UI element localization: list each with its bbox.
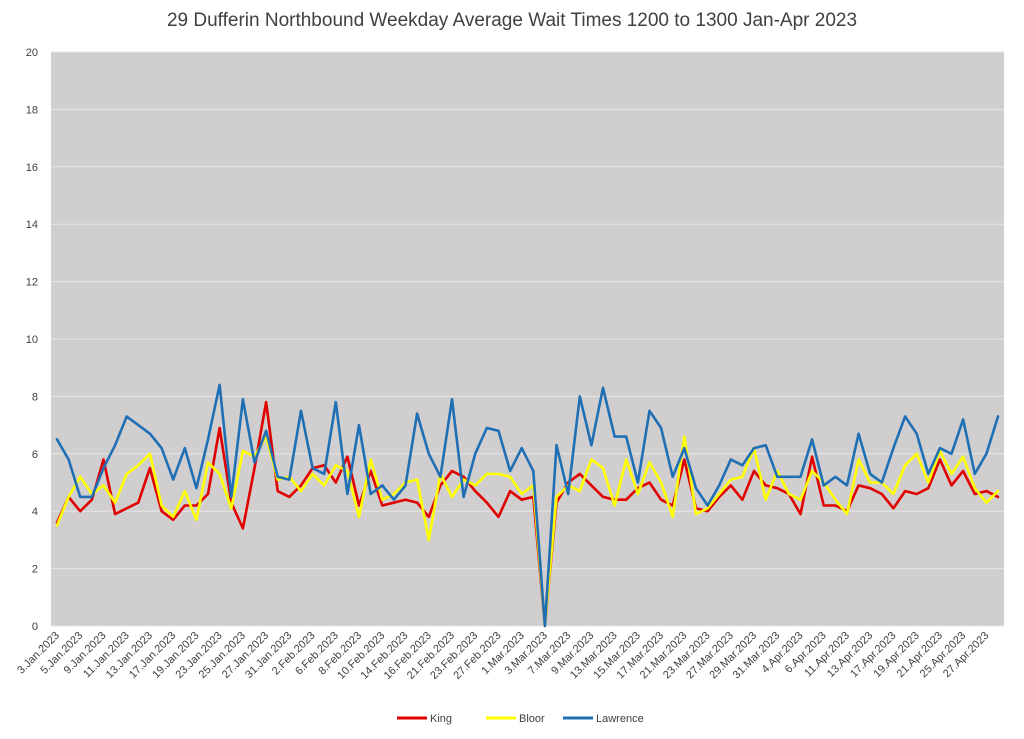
series-line-bloor: [55, 435, 1000, 628]
gridlines: [51, 51, 1004, 627]
y-tick-label: 4: [32, 506, 38, 518]
y-tick-label: 8: [32, 391, 38, 403]
y-tick-label: 0: [32, 621, 38, 633]
y-tick-label: 2: [32, 564, 38, 576]
series-line-lawrence: [55, 383, 1000, 628]
series-lines: [55, 383, 1000, 628]
y-tick-label: 16: [26, 162, 38, 174]
y-tick-label: 6: [32, 449, 38, 461]
x-axis-ticks: 3.Jan.20235.Jan.20239.Jan.202311.Jan.202…: [15, 630, 991, 682]
y-tick-label: 12: [26, 277, 38, 289]
y-tick-label: 20: [26, 47, 38, 59]
legend-label-king: King: [430, 713, 452, 725]
legend-label-bloor: Bloor: [519, 713, 545, 725]
y-axis-ticks: 0 2 4 6 8 10 12 14 16 18 20: [26, 47, 38, 633]
y-tick-label: 10: [26, 334, 38, 346]
chart-title: 29 Dufferin Northbound Weekday Average W…: [167, 10, 857, 31]
y-tick-label: 18: [26, 104, 38, 116]
y-tick-label: 14: [26, 219, 38, 231]
legend: King Bloor Lawrence: [397, 713, 644, 725]
legend-label-lawrence: Lawrence: [596, 713, 644, 725]
